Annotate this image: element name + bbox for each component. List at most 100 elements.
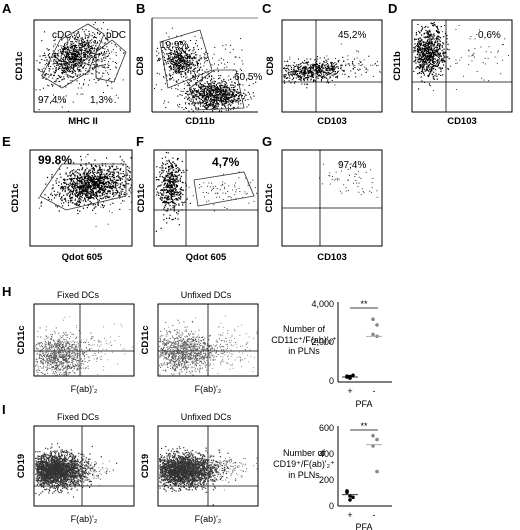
h-plot2-scatter <box>159 315 258 376</box>
plot-frame-e <box>29 149 133 247</box>
h-plot1-frame <box>33 303 135 377</box>
panel-label-g: G <box>262 134 272 149</box>
i-plot1-xlabel: F(ab)'₂ <box>71 514 98 524</box>
pct-f: 4,7% <box>212 155 240 169</box>
i-plot2-title: Unfixed DCs <box>181 412 232 422</box>
h-ytick-2: 0 <box>329 376 334 386</box>
h-summary-ylabel-2: CD11c⁺/F(ab)'₂⁺ <box>271 335 337 345</box>
i-summary-ylabel-2: CD19⁺/F(ab)'₂⁺ <box>273 459 335 469</box>
h-xtitle: PFA <box>355 399 372 409</box>
panel-f: F 4,7% Qdot 605 CD11c <box>136 134 259 263</box>
plot-frame-a <box>33 19 131 113</box>
i-summary-points <box>342 433 382 502</box>
ylabel-f: CD11c <box>136 183 147 212</box>
scatter-a <box>35 22 125 112</box>
panel-label-c: C <box>262 1 272 16</box>
i-xcat-plus: + <box>347 510 352 520</box>
i-plot1-ylabel: CD19 <box>16 454 27 478</box>
gate-label-pdc: pDC <box>106 30 126 41</box>
scatter-d <box>413 21 509 91</box>
scatter-f <box>155 151 257 232</box>
i-plot2-xlabel: F(ab)'₂ <box>195 514 222 524</box>
panel-label-b: B <box>136 1 145 16</box>
i-xtitle: PFA <box>355 522 372 530</box>
h-xcat-minus: - <box>373 386 376 396</box>
i-ytick-3: 0 <box>329 501 334 511</box>
h-summary-ylabel-3: in PLNs <box>288 346 320 356</box>
i-summary-ylabel-3: in PLNs <box>288 470 320 480</box>
gate-cd8-b <box>159 29 213 89</box>
panel-label-i: I <box>2 402 6 417</box>
xlabel-e: Qdot 605 <box>62 252 103 263</box>
gate-pdc-a <box>95 39 127 83</box>
xlabel-a: MHC II <box>68 116 98 127</box>
plot-frame-d <box>411 19 513 113</box>
i-sig-label: ** <box>360 421 368 431</box>
i-plot1-scatter <box>35 442 118 498</box>
h-xcat-plus: + <box>347 386 352 396</box>
pct-a-right: 1,3% <box>90 95 113 106</box>
ylabel-a: CD11c <box>14 51 25 80</box>
i-ytick-1: 400 <box>319 449 334 459</box>
panel-label-h: H <box>2 284 11 299</box>
h-plot1-ylabel: CD11c <box>16 325 27 354</box>
h-plot2-title: Unfixed DCs <box>181 290 232 300</box>
ylabel-d: CD11b <box>392 51 403 81</box>
pct-c: 45,2% <box>338 30 366 41</box>
plot-frame-g <box>281 149 383 247</box>
i-plot1-frame <box>33 425 135 507</box>
i-plot1-title: Fixed DCs <box>57 412 100 422</box>
h-plot1-scatter <box>35 316 134 376</box>
gate-e <box>39 163 127 211</box>
i-xcat-minus: - <box>373 510 376 520</box>
gate-cd11b-b <box>189 69 245 111</box>
panel-label-e: E <box>2 134 11 149</box>
pct-b-bottom: 60,5% <box>234 72 262 83</box>
scatter-c <box>283 43 381 89</box>
panel-c: C 45,2% CD103 CD8 <box>262 1 383 127</box>
i-ytick-0: 600 <box>319 423 334 433</box>
xlabel-f: Qdot 605 <box>186 252 227 263</box>
h-summary-plot: Number of CD11c⁺/F(ab)'₂⁺ in PLNs 4,000 … <box>271 299 392 409</box>
panel-i: I Fixed DCs F(ab)'₂ CD19 Unfixed DCs F(a… <box>2 402 392 530</box>
ylabel-g: CD11c <box>264 183 275 212</box>
ylabel-e: CD11c <box>10 183 21 212</box>
panel-label-f: F <box>136 134 144 149</box>
panel-a: A cDC pDC 97,4% 1,3% MHC II CD11c <box>2 1 131 127</box>
gate-cdc-a <box>41 23 105 89</box>
h-plot2-ylabel: CD11c <box>140 325 151 354</box>
gate-label-cdc: cDC <box>52 30 71 41</box>
i-plot2-ylabel: CD19 <box>140 454 151 478</box>
gate-f <box>193 171 255 207</box>
h-plot1-xlabel: F(ab)'₂ <box>71 384 98 394</box>
h-plot2-xlabel: F(ab)'₂ <box>195 384 222 394</box>
i-plot2-scatter <box>159 445 258 506</box>
xlabel-d: CD103 <box>447 116 477 127</box>
panel-label-a: A <box>2 1 12 16</box>
h-sig-label: ** <box>360 299 368 309</box>
xlabel-c: CD103 <box>317 116 347 127</box>
i-ytick-2: 200 <box>319 475 334 485</box>
pct-g: 97,4% <box>338 160 366 171</box>
xlabel-g: CD103 <box>317 252 347 263</box>
panel-h: H Fixed DCs F(ab)'₂ CD11c Unfixed DCs F(… <box>2 284 392 409</box>
panel-g: G 97,4% CD103 CD11c <box>262 134 383 263</box>
i-summary-ylabel-1: Number of <box>283 448 326 458</box>
pct-a-left: 97,4% <box>38 95 66 106</box>
panel-d: D 0,6% CD103 CD11b <box>388 1 513 127</box>
panel-label-d: D <box>388 1 397 16</box>
ylabel-c: CD8 <box>265 56 276 75</box>
pct-d: 0,6% <box>478 30 501 41</box>
h-summary-points <box>342 317 382 380</box>
scatter-b <box>154 27 257 113</box>
h-ytick-1: 2,000 <box>311 337 334 347</box>
i-summary-plot: Number of CD19⁺/F(ab)'₂⁺ in PLNs 600 400… <box>273 421 392 530</box>
h-plot1-title: Fixed DCs <box>57 290 100 300</box>
panel-e: E 99.8% Qdot 605 CD11c <box>2 134 133 263</box>
xlabel-b: CD11b <box>185 116 215 127</box>
plot-frame-c <box>281 19 383 113</box>
scatter-g <box>319 162 378 198</box>
h-summary-ylabel-1: Number of <box>283 324 326 334</box>
h-ytick-0: 4,000 <box>311 299 334 309</box>
